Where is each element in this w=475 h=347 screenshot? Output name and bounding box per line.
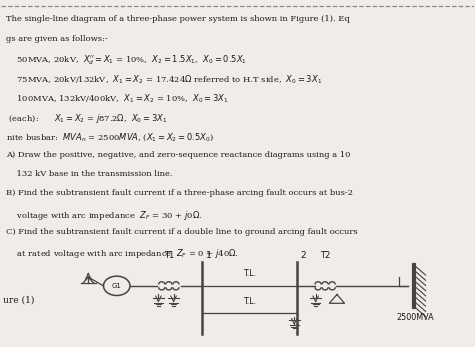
Text: ure (1): ure (1)	[3, 295, 34, 304]
Text: A) Draw the positive, negative, and zero-sequence reactance diagrams using a 10: A) Draw the positive, negative, and zero…	[6, 151, 351, 159]
Text: at rated voltage with arc impedance  $Z_F$ = 0 + $j$40$\Omega$.: at rated voltage with arc impedance $Z_F…	[6, 247, 239, 261]
Text: B) Find the subtransient fault current if a three-phase arcing fault occurs at b: B) Find the subtransient fault current i…	[6, 189, 353, 197]
Text: T.L.: T.L.	[243, 269, 256, 278]
Text: (each):      $X_1 = X_2$ = $j$87.2$\Omega$,  $X_0 = 3X_1$: (each): $X_1 = X_2$ = $j$87.2$\Omega$, $…	[6, 112, 168, 125]
Text: 75MVA, 20kV/132kV,  $X_1 = X_2$ = 17.424$\Omega$ referred to H.T side,  $X_0 = 3: 75MVA, 20kV/132kV, $X_1 = X_2$ = 17.424$…	[6, 73, 323, 86]
Text: nite busbar:  $MVA_n$ = 2500$MVA$, ($X_1 = X_2 = 0.5X_0$): nite busbar: $MVA_n$ = 2500$MVA$, ($X_1 …	[6, 131, 214, 143]
Text: 132 kV base in the transmission line.: 132 kV base in the transmission line.	[6, 170, 173, 178]
Text: 100MVA, 132kV/400kV,  $X_1 = X_2$ = 10%,  $X_0 = 3X_1$: 100MVA, 132kV/400kV, $X_1 = X_2$ = 10%, …	[6, 93, 229, 105]
Text: T1: T1	[164, 251, 174, 260]
Text: 1: 1	[206, 251, 211, 260]
Text: gs are given as follows:-: gs are given as follows:-	[6, 35, 108, 43]
Text: 2500MVA: 2500MVA	[396, 313, 434, 322]
Text: T.L.: T.L.	[243, 297, 256, 306]
Text: T2: T2	[320, 251, 330, 260]
Text: C) Find the subtransient fault current if a double line to ground arcing fault o: C) Find the subtransient fault current i…	[6, 228, 358, 236]
Text: 50MVA, 20kV,  $X_d'' = X_1$ = 10%,  $X_2 = 1.5X_1$,  $X_0 = 0.5X_1$: 50MVA, 20kV, $X_d'' = X_1$ = 10%, $X_2 =…	[6, 54, 247, 67]
Text: 2: 2	[300, 251, 305, 260]
Text: G1: G1	[112, 283, 122, 289]
Text: voltage with arc impedance  $Z_F$ = 30 + $j$0$\Omega$.: voltage with arc impedance $Z_F$ = 30 + …	[6, 209, 203, 222]
Text: The single-line diagram of a three-phase power system is shown in Figure (1). Eq: The single-line diagram of a three-phase…	[6, 15, 350, 23]
